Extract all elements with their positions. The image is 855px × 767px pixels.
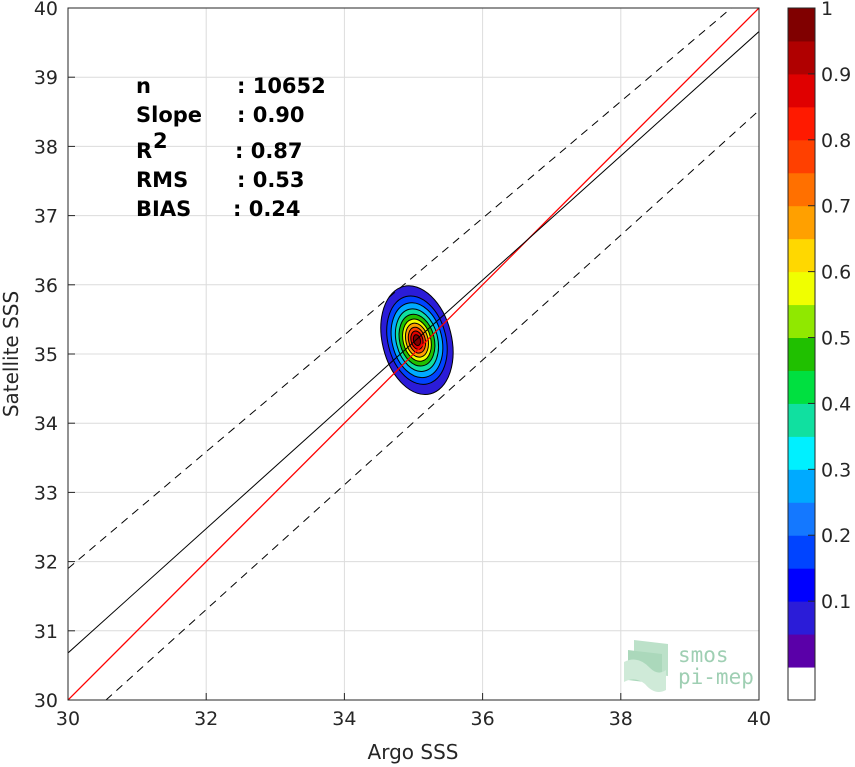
colorbar-segment [788, 106, 815, 141]
stat-value: : 0.87 [235, 139, 303, 163]
y-tick-label: 40 [34, 0, 58, 20]
colorbar-tick-label: 0.3 [821, 459, 851, 481]
colorbar-segment [788, 370, 815, 404]
colorbar-segment [788, 436, 815, 470]
colorbar-segment [788, 535, 815, 569]
colorbar-segment [788, 568, 815, 602]
y-axis-ticks: 30 31 32 33 34 35 36 37 38 39 40 [34, 0, 75, 712]
colorbar-segment [788, 304, 815, 339]
colorbar-tick-label: 0.7 [821, 196, 851, 218]
stat-name: BIAS [136, 197, 191, 221]
identity-line [68, 8, 759, 700]
lower-bound-line [105, 110, 759, 700]
colorbar [788, 8, 815, 701]
colorbar-tick-label: 0.4 [821, 393, 851, 415]
colorbar-segment [788, 172, 815, 207]
colorbar-segment [788, 40, 815, 75]
y-tick-label: 37 [34, 206, 58, 228]
colorbar-segment [788, 337, 815, 371]
colorbar-segment [788, 667, 815, 701]
colorbar-segment [788, 238, 815, 273]
y-tick-label: 34 [34, 413, 58, 435]
stat-name: n [136, 74, 151, 98]
density-contours [380, 285, 454, 396]
colorbar-tick-label: 0.6 [821, 262, 851, 284]
colorbar-segment [788, 403, 815, 437]
upper-bound-line [68, 8, 732, 569]
y-tick-label: 35 [34, 344, 58, 366]
stats-box: n : 10652 Slope : 0.90 R 2 : 0.87 RMS : 0.53 BIAS… [136, 74, 326, 221]
colorbar-tick-label: 0.1 [821, 591, 851, 613]
y-tick-label: 30 [34, 690, 58, 712]
colorbar-tick-label: 1 [821, 0, 833, 20]
colorbar-tick-label: 0.9 [821, 64, 851, 86]
colorbar-segment [788, 205, 815, 240]
fit-line [68, 31, 759, 654]
colorbar-segment [788, 634, 815, 668]
colorbar-segment [788, 271, 815, 306]
x-axis-label: Argo SSS [368, 740, 459, 764]
x-tick-label: 32 [194, 708, 218, 730]
colorbar-segment [788, 469, 815, 503]
colorbar-tick-label: 0.8 [821, 130, 851, 152]
regression-lines [68, 8, 759, 700]
y-tick-label: 38 [34, 136, 58, 158]
stat-name: R [136, 139, 152, 163]
x-tick-label: 40 [747, 708, 771, 730]
y-tick-label: 33 [34, 482, 58, 504]
smos-pi-mep-logo: smos pi-mep [624, 640, 754, 692]
stat-name: RMS [136, 168, 188, 192]
stat-value: : 0.24 [233, 197, 301, 221]
colorbar-ticks: 0.1 0.2 0.3 0.4 0.5 0.6 0.7 0.8 0.9 1 [808, 0, 851, 613]
colorbar-segment [788, 139, 815, 174]
stat-superscript: 2 [153, 129, 168, 153]
x-tick-label: 36 [471, 708, 495, 730]
logo-line2: pi-mep [678, 665, 754, 689]
colorbar-segment [788, 601, 815, 635]
logo-waves-icon [624, 640, 668, 692]
y-tick-label: 36 [34, 275, 58, 297]
y-tick-label: 32 [34, 552, 58, 574]
x-tick-label: 38 [609, 708, 633, 730]
colorbar-segment [788, 73, 815, 108]
colorbar-tick-label: 0.5 [821, 328, 851, 350]
x-axis-ticks: 30 32 34 36 38 40 [56, 693, 771, 730]
x-tick-label: 30 [56, 708, 80, 730]
y-tick-label: 39 [34, 67, 58, 89]
colorbar-segment [788, 502, 815, 536]
colorbar-segment [788, 8, 815, 42]
stat-value: : 0.90 [237, 103, 305, 127]
stat-value: : 10652 [237, 74, 326, 98]
stat-value: : 0.53 [237, 168, 305, 192]
colorbar-tick-label: 0.2 [821, 525, 851, 547]
x-tick-label: 34 [332, 708, 356, 730]
y-tick-label: 31 [34, 621, 58, 643]
colorbar-frame [787, 7, 816, 701]
stat-name: Slope [136, 103, 202, 127]
logo-line1: smos [678, 643, 729, 667]
y-axis-label: Satellite SSS [0, 291, 23, 417]
